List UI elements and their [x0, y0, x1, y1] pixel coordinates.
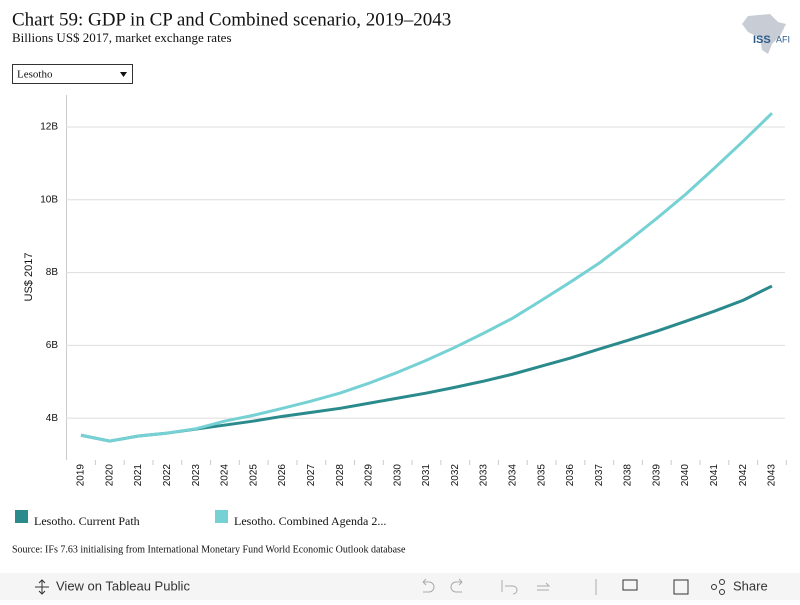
x-tick-label: 2030: [392, 464, 403, 487]
x-tick-label: 2037: [594, 464, 605, 487]
chart-title: Chart 59: GDP in CP and Combined scenari…: [12, 9, 451, 30]
legend-swatch: [215, 510, 228, 523]
x-tick-label: 2026: [277, 464, 288, 487]
legend: Lesotho. Current Path Lesotho. Combined A…: [15, 510, 386, 528]
share-icon[interactable]: [719, 579, 725, 585]
dropdown-value[interactable]: Lesotho: [17, 69, 53, 81]
x-tick-label: 2033: [479, 464, 490, 487]
y-axis-label: US$ 2017: [23, 253, 35, 302]
x-tick-label: 2028: [335, 464, 346, 487]
y-tick-label: 4B: [46, 413, 59, 424]
x-tick-label: 2019: [76, 464, 87, 487]
logo-text: ISS: [753, 34, 771, 46]
logo-text: AFI: [776, 34, 790, 44]
x-tick-label: 2024: [220, 464, 231, 487]
legend-label: Lesotho. Current Path: [34, 514, 140, 528]
dropdown[interactable]: Lesotho: [12, 64, 133, 84]
x-tick-label: 2034: [507, 464, 518, 487]
fullscreen-icon[interactable]: [673, 579, 689, 595]
revert-icon[interactable]: [501, 580, 518, 595]
dropdown-arrow[interactable]: [120, 72, 127, 77]
tableau-icon[interactable]: [35, 579, 49, 595]
legend-label: Lesotho. Combined Agenda 2...: [234, 514, 386, 528]
source-note: Source: IFs 7.63 initialising from Inter…: [12, 544, 406, 555]
series-line: [80, 112, 774, 443]
x-tick-label: 2035: [536, 464, 547, 487]
x-tick-label: 2036: [565, 464, 576, 487]
share-icon[interactable]: [719, 589, 725, 595]
dropdown-box[interactable]: [12, 64, 133, 84]
refresh-icon[interactable]: [537, 582, 551, 591]
redo-icon[interactable]: [450, 578, 463, 593]
x-tick-label: 2021: [133, 464, 144, 487]
x-tick-label: 2020: [104, 464, 115, 487]
x-tick-label: 2039: [651, 464, 662, 487]
x-tick-label: 2023: [191, 464, 202, 487]
download-icon[interactable]: [622, 579, 638, 591]
share-link[interactable]: Share: [733, 578, 768, 593]
x-tick-label: 2022: [162, 464, 173, 487]
x-tick-label: 2042: [738, 464, 749, 487]
x-tick-label: 2027: [306, 464, 317, 487]
toolbar: [0, 573, 800, 600]
undo-icon[interactable]: [422, 578, 435, 593]
x-tick-label: 2038: [623, 464, 634, 487]
x-tick-label: 2040: [680, 464, 691, 487]
y-tick-label: 12B: [40, 122, 58, 133]
chart-subtitle: Billions US$ 2017, market exchange rates: [12, 30, 232, 45]
toolbar-view[interactable]: View on Tableau Public: [35, 578, 190, 595]
x-tick-label: 2031: [421, 464, 432, 487]
x-tick-label: 2041: [709, 464, 720, 487]
logo: ISS AFI: [742, 14, 790, 54]
legend-swatch: [15, 510, 28, 523]
y-tick-label: 8B: [46, 267, 59, 278]
plot: 4B 6B 8B 10B 12B 2019 2020 2021 2022 2023 2024 2025…: [40, 112, 787, 487]
toolbar-icons: [422, 578, 689, 595]
x-tick-label: 2029: [364, 464, 375, 487]
x-tick-label: 2025: [248, 464, 259, 487]
share-icon[interactable]: [711, 584, 717, 590]
view-link[interactable]: View on Tableau Public: [56, 578, 190, 593]
y-tick-label: 10B: [40, 194, 58, 205]
x-tick-label: 2043: [767, 464, 778, 487]
x-tick-label: 2032: [450, 464, 461, 487]
y-tick-label: 6B: [46, 340, 59, 351]
toolbar-share[interactable]: Share: [711, 578, 768, 595]
logo-map: [742, 14, 786, 54]
